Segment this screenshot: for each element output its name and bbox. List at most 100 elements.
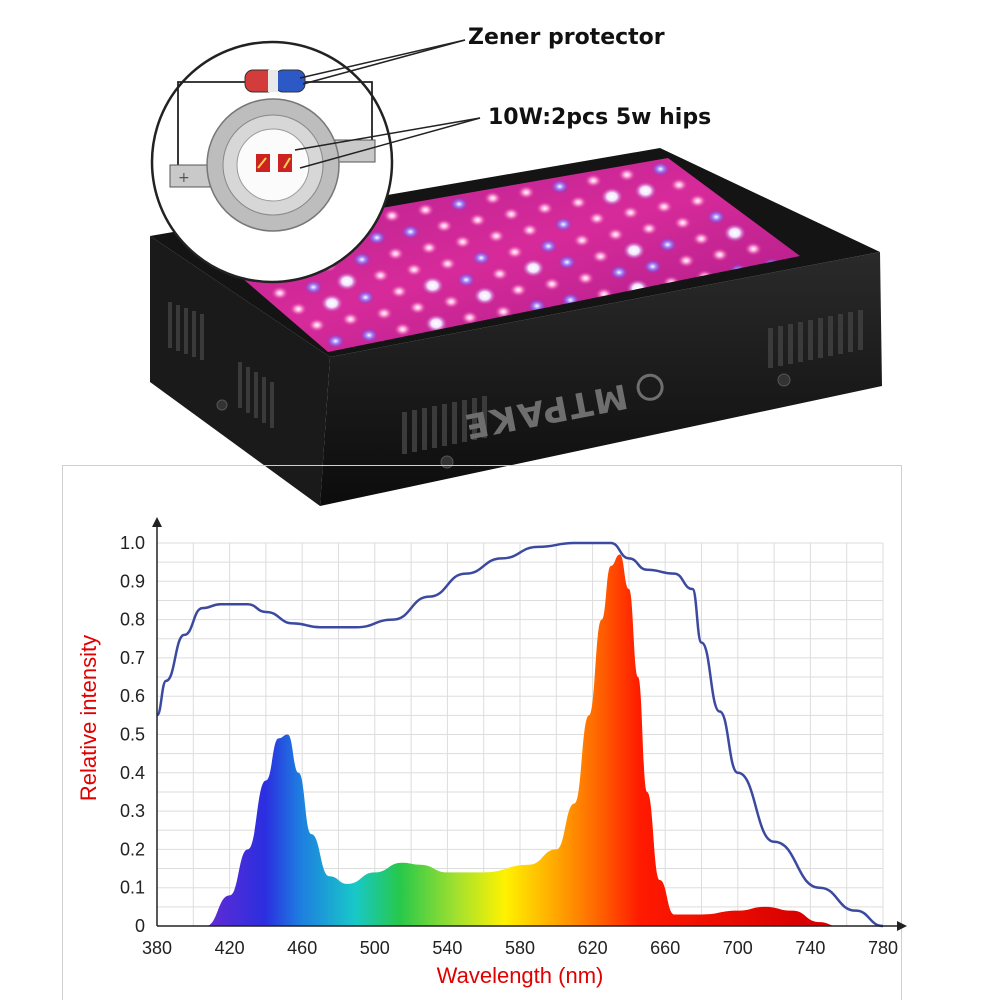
fixture-side-front: [320, 252, 882, 506]
x-tick-label: 380: [142, 938, 172, 958]
led-array: [215, 161, 781, 349]
led-diode: [557, 255, 576, 270]
chart-frame-right: [901, 465, 902, 1000]
led-diode: [371, 268, 390, 283]
callout-pointer: [299, 117, 481, 169]
led-diode: [572, 233, 591, 248]
x-tick-label: 740: [795, 938, 825, 958]
svg-text:+: +: [178, 170, 190, 186]
led-diode: [460, 310, 479, 325]
led-diode: [375, 306, 394, 321]
light-fixture: MTPAKE: [150, 148, 882, 506]
chart-series-area: [206, 554, 838, 926]
led-diode: [539, 239, 558, 254]
x-tick-label: 660: [650, 938, 680, 958]
chart-frame-left: [62, 465, 63, 1000]
led-diode: [425, 314, 448, 333]
led-diode: [610, 265, 629, 280]
led-diode: [435, 218, 454, 233]
callout-pointer: [299, 39, 466, 79]
led-diode: [606, 227, 625, 242]
led-diode: [723, 223, 746, 242]
chip-spec-label: 10W:2pcs 5w hips: [488, 105, 712, 130]
led-diode: [522, 259, 545, 278]
led-diode: [520, 223, 539, 238]
callout-pointer: [294, 117, 481, 151]
brand-logo-icon: [636, 373, 664, 401]
led-diode: [408, 300, 427, 315]
led-diode: [352, 252, 371, 267]
y-tick-label: 0.8: [120, 610, 145, 630]
led-diode: [688, 193, 707, 208]
led-diode: [621, 205, 640, 220]
led-diode: [472, 250, 491, 265]
y-tick-label: 0.5: [120, 725, 145, 745]
led-diode: [367, 230, 386, 245]
grow-light-illustration: MTPAKE +: [150, 39, 882, 506]
x-tick-label: 580: [505, 938, 535, 958]
led-diode: [494, 304, 513, 319]
chart-axes: [152, 517, 907, 931]
screw: [777, 373, 791, 387]
magnifier-inset: +: [150, 39, 481, 284]
led-diode: [502, 207, 521, 222]
led-diode: [405, 262, 424, 277]
y-axis-arrow: [152, 517, 162, 527]
x-tick-label: 420: [215, 938, 245, 958]
x-tick-label: 460: [287, 938, 317, 958]
led-diode: [401, 224, 420, 239]
led-diode: [468, 213, 487, 228]
led-diode: [490, 266, 509, 281]
led-diode: [554, 217, 573, 232]
y-tick-label: 0.3: [120, 801, 145, 821]
led-diode: [289, 302, 308, 317]
led-diode: [483, 191, 502, 206]
led-diode: [505, 245, 524, 260]
x-axis-arrow: [897, 921, 907, 931]
y-tick-label: 0.9: [120, 571, 145, 591]
y-tick-label: 0.4: [120, 763, 145, 783]
y-tick-label: 0.1: [120, 878, 145, 898]
led-diode: [270, 286, 289, 301]
led-diode: [707, 209, 726, 224]
led-diode: [473, 286, 496, 305]
led-panel: [198, 158, 800, 352]
led-diode: [420, 240, 439, 255]
y-tick-label: 0.7: [120, 648, 145, 668]
led-diode: [307, 318, 326, 333]
led-diode: [634, 181, 657, 200]
led-diode: [658, 237, 677, 252]
vent-front-right: [768, 310, 863, 368]
led-diode: [617, 167, 636, 182]
screw: [216, 399, 228, 411]
x-tick-label: 620: [578, 938, 608, 958]
x-tick-label: 780: [868, 938, 898, 958]
chart-frame-top: [62, 465, 902, 466]
led-diode: [535, 201, 554, 216]
y-tick-label: 0: [135, 916, 145, 936]
led-diode: [416, 202, 435, 217]
chart-series-line: [155, 541, 884, 928]
absorption-curve-line: [155, 541, 884, 928]
led-diode: [393, 322, 412, 337]
x-tick-label: 500: [360, 938, 390, 958]
led-diode: [677, 253, 696, 268]
led-diode: [623, 241, 646, 260]
led-diode: [640, 221, 659, 236]
led-diode: [600, 187, 623, 206]
led-diode: [450, 197, 469, 212]
x-tick-label: 700: [723, 938, 753, 958]
led-diode: [341, 312, 360, 327]
led-diode: [670, 177, 689, 192]
led-diode: [584, 173, 603, 188]
led-diode: [587, 211, 606, 226]
zener-diode-icon: [244, 69, 306, 93]
led-diode: [509, 282, 528, 297]
x-tick-label: 540: [432, 938, 462, 958]
led-diode: [710, 247, 729, 262]
led-diode: [673, 215, 692, 230]
y-axis-label: Relative intensity: [76, 635, 101, 801]
led-diode: [550, 179, 569, 194]
led-diode: [517, 185, 536, 200]
led-diode: [643, 259, 662, 274]
